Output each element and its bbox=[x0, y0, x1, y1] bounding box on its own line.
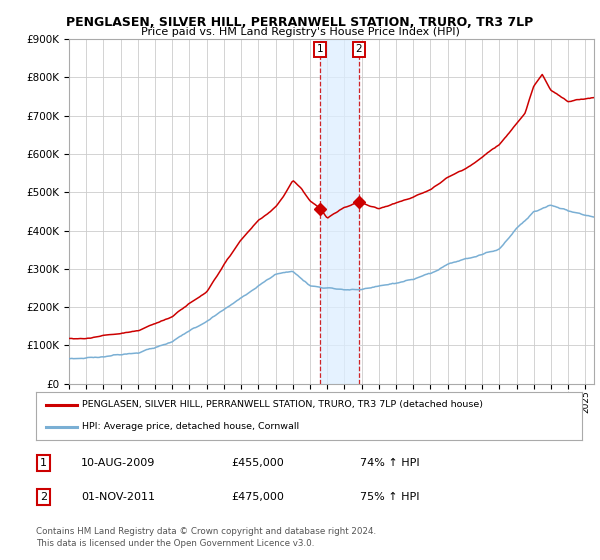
Text: 01-NOV-2011: 01-NOV-2011 bbox=[81, 492, 155, 502]
Text: Contains HM Land Registry data © Crown copyright and database right 2024.
This d: Contains HM Land Registry data © Crown c… bbox=[36, 527, 376, 548]
Text: 10-AUG-2009: 10-AUG-2009 bbox=[81, 458, 155, 468]
Text: 2: 2 bbox=[355, 44, 362, 54]
Text: 1: 1 bbox=[40, 458, 47, 468]
Text: 2: 2 bbox=[40, 492, 47, 502]
Bar bbox=[320, 39, 359, 384]
Text: HPI: Average price, detached house, Cornwall: HPI: Average price, detached house, Corn… bbox=[82, 422, 299, 431]
Text: £475,000: £475,000 bbox=[231, 492, 284, 502]
Text: Price paid vs. HM Land Registry's House Price Index (HPI): Price paid vs. HM Land Registry's House … bbox=[140, 27, 460, 38]
Text: PENGLASEN, SILVER HILL, PERRANWELL STATION, TRURO, TR3 7LP (detached house): PENGLASEN, SILVER HILL, PERRANWELL STATI… bbox=[82, 400, 484, 409]
Text: PENGLASEN, SILVER HILL, PERRANWELL STATION, TRURO, TR3 7LP: PENGLASEN, SILVER HILL, PERRANWELL STATI… bbox=[67, 16, 533, 29]
Text: 1: 1 bbox=[317, 44, 323, 54]
Text: 75% ↑ HPI: 75% ↑ HPI bbox=[360, 492, 419, 502]
Text: 74% ↑ HPI: 74% ↑ HPI bbox=[360, 458, 419, 468]
Text: £455,000: £455,000 bbox=[231, 458, 284, 468]
